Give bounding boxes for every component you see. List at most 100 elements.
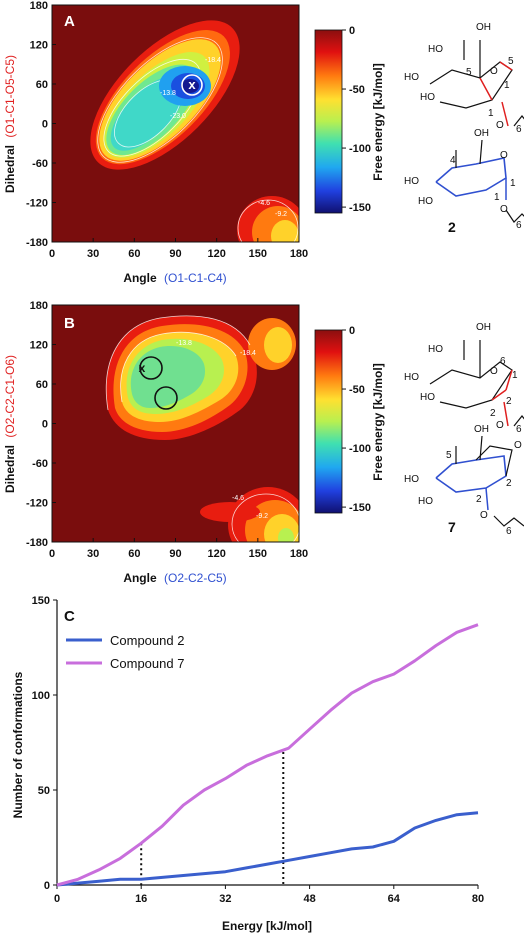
heatmap-b-conformer-circle: [139, 356, 163, 380]
series-line-compound-7: [56, 623, 479, 887]
mol-label: 5: [446, 450, 452, 461]
molecule-compound-2-top: [429, 40, 524, 127]
heatmap-y-tick-label: -120: [26, 498, 48, 510]
heatmap-a-contour-label: -9.2: [275, 211, 287, 218]
molecule-compound-2-bottom-labels: 4 HO HO OH O 1 O 1 6 2: [404, 128, 522, 235]
heatmap-x-tick-label: 150: [249, 548, 267, 560]
colorbar-b-ticks: 0 -50 -100 -150: [342, 325, 371, 514]
heatmap-y-tick-label: -60: [32, 458, 48, 470]
heatmap-a-min-marker: x: [188, 77, 196, 92]
mol-label: HO: [404, 372, 419, 383]
heatmap-y-tick-label: -60: [32, 158, 48, 170]
panel-letter-c: C: [64, 608, 75, 625]
heatmap-b-y-label: Dihedral (O2-C2-C1-O6): [3, 355, 17, 493]
panel-letter-a: A: [64, 13, 75, 30]
heatmap-a-x-label: Angle (O1-C1-C4): [123, 271, 226, 285]
heatmap-x-tick-label: 180: [290, 548, 308, 560]
molecule-compound-7-top: [429, 340, 524, 427]
mol-label: OH: [474, 128, 489, 139]
mol-label: O: [496, 120, 504, 131]
heatmap-b-conformer-circle: [154, 386, 178, 410]
mol-label: O: [480, 510, 488, 521]
mol-label: 2: [506, 396, 512, 407]
mol-label: 1: [488, 108, 494, 119]
colorbar-tick-label: -50: [349, 84, 365, 96]
mol-label: O: [496, 420, 504, 431]
mol-label: HO: [428, 344, 443, 355]
mol-label: HO: [420, 392, 435, 403]
heatmap-y-tick-label: 120: [30, 40, 48, 52]
heatmap-x-tick-label: 90: [169, 548, 181, 560]
heatmap-x-tick-label: 0: [49, 248, 55, 260]
heatmap-y-tick-label: -180: [26, 537, 48, 549]
molecule-compound-7-top-labels: HO HO HO OH O 6 1 2 O 2 6: [404, 322, 522, 435]
heatmap-a-y-label-prefix: Dihedral: [3, 145, 17, 193]
mol-label: HO: [418, 496, 433, 507]
colorbar-tick-label: -100: [349, 443, 371, 455]
heatmap-b-contour-label: -4.6: [232, 495, 244, 502]
mol-label: 1: [510, 178, 516, 189]
heatmap-b-contour-label: -13.8: [176, 340, 192, 347]
heatmap-y-tick-label: 0: [42, 419, 48, 431]
heatmap-a-contour-label: -4.6: [258, 200, 270, 207]
mol-label: OH: [476, 322, 491, 333]
mol-label: 1: [512, 370, 518, 381]
line-chart-x-tick-label: 80: [472, 893, 484, 905]
colorbar-a-label: Free energy [kJ/mol]: [371, 63, 385, 180]
mol-label: O: [514, 440, 522, 451]
mol-label: O: [500, 204, 508, 215]
heatmap-y-tick-label: -120: [26, 198, 48, 210]
compound-number: 2: [448, 219, 456, 235]
heatmap-a-surface: [90, 20, 299, 242]
line-chart-y-label: Number of conformations: [11, 671, 25, 818]
heatmap-x-tick-label: 120: [207, 248, 225, 260]
mol-label: 1: [504, 80, 510, 91]
mol-label: 6: [500, 356, 506, 367]
colorbar-tick-label: 0: [349, 325, 355, 337]
heatmap-b-axes: 0 30 60 90 120 150 180 180 120 60 0 -60 -120 -180: [26, 300, 308, 560]
heatmap-y-tick-label: 60: [36, 79, 48, 91]
colorbar-b-label: Free energy [kJ/mol]: [371, 363, 385, 480]
heatmap-y-tick-label: 60: [36, 379, 48, 391]
mol-label: 2: [490, 408, 496, 419]
heatmap-x-tick-label: 90: [169, 248, 181, 260]
mol-label: 6: [516, 124, 522, 135]
mol-label: O: [490, 66, 498, 77]
series-line-compound-2: [56, 811, 479, 887]
molecule-compound-7-bottom-labels: 5 HO HO OH O 2 O 2 6 7: [404, 424, 522, 537]
mol-label: HO: [428, 44, 443, 55]
heatmap-b-contour-label: -9.2: [256, 513, 268, 520]
heatmap-a-contour-label: -13.8: [160, 90, 176, 97]
heatmap-panel-b: x -4.6 -9.2 -13.8 -18.4 B 0 30 60 90 120 150 1…: [26, 300, 385, 560]
heatmap-y-tick-label: 180: [30, 0, 48, 12]
heatmap-x-tick-label: 0: [49, 548, 55, 560]
line-chart-x-tick-label: 16: [135, 893, 147, 905]
legend-label-compound-2: Compound 2: [110, 633, 184, 648]
heatmap-x-tick-label: 60: [128, 248, 140, 260]
mol-label: HO: [404, 176, 419, 187]
heatmap-x-tick-label: 30: [87, 548, 99, 560]
colorbar-tick-label: -150: [349, 202, 371, 214]
heatmap-a-highlight-circle: [181, 74, 203, 96]
heatmap-a-y-label-atoms: (O1-C1-O5-C5): [3, 55, 17, 138]
heatmap-x-tick-label: 120: [207, 548, 225, 560]
heatmap-b-y-label-prefix: Dihedral: [3, 445, 17, 493]
heatmap-y-tick-label: 0: [42, 119, 48, 131]
line-chart-y-tick-label: 100: [32, 690, 50, 702]
heatmap-panel-a: x -4.6 -9.2 -13.8 -18.4 -23.0 A 0 30 60 90 1…: [26, 0, 385, 260]
mol-label: 6: [506, 526, 512, 537]
line-chart-legend: Compound 2 Compound 7: [66, 633, 184, 671]
heatmap-b-min-marker: x: [139, 361, 146, 375]
mol-label: HO: [420, 92, 435, 103]
heatmap-x-tick-label: 60: [128, 548, 140, 560]
line-chart-y-tick-label: 0: [44, 880, 50, 892]
heatmap-a-y-label: Dihedral (O1-C1-O5-C5): [3, 55, 17, 193]
mol-label: 2: [506, 478, 512, 489]
heatmap-a-x-label-prefix: Angle: [123, 271, 157, 285]
line-chart-x-label: Energy [kJ/mol]: [222, 919, 312, 933]
mol-label: OH: [474, 424, 489, 435]
legend-label-compound-7: Compound 7: [110, 656, 184, 671]
colorbar-b: [314, 329, 343, 514]
heatmap-b-x-label: Angle (O2-C2-C5): [123, 571, 226, 585]
